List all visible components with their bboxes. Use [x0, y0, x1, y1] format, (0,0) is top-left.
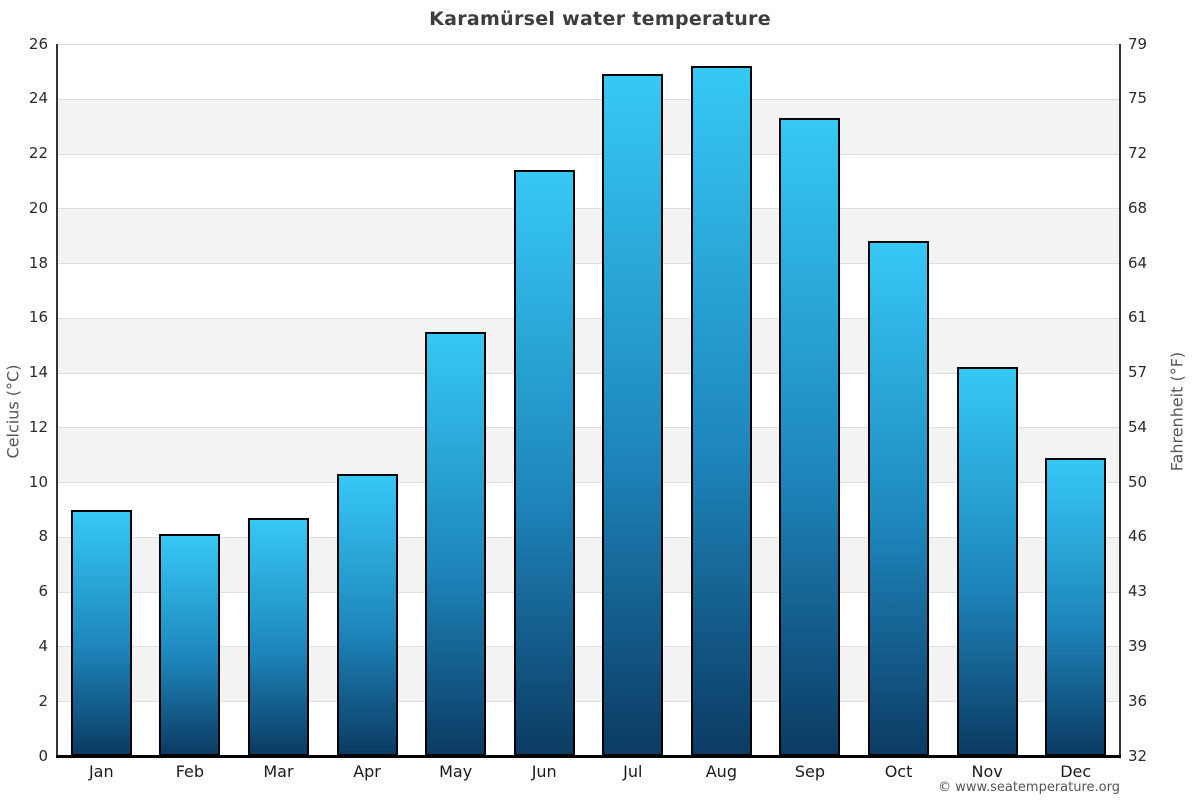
y-tick-left: 18 — [28, 253, 48, 272]
x-tick-mar: Mar — [263, 762, 294, 781]
y-tick-left: 0 — [38, 746, 48, 765]
y-tick-left: 16 — [28, 308, 48, 327]
gridline — [57, 646, 1120, 648]
y-tick-right: 39 — [1128, 636, 1148, 655]
y-tick-right: 61 — [1128, 308, 1148, 327]
x-tick-sep: Sep — [794, 762, 826, 781]
y-tick-right: 68 — [1128, 198, 1148, 217]
y-tick-right: 32 — [1128, 746, 1148, 765]
bar-jun — [513, 169, 575, 756]
x-tick-may: May — [439, 762, 473, 781]
gridline — [57, 317, 1120, 319]
y-axis-right-line — [1119, 44, 1121, 756]
y-tick-left: 2 — [38, 691, 48, 710]
y-tick-right: 75 — [1128, 89, 1148, 108]
plot-band — [57, 317, 1120, 373]
y-tick-left: 6 — [38, 582, 48, 601]
y-tick-right: 36 — [1128, 691, 1148, 710]
gridline — [57, 591, 1120, 593]
plot-band — [57, 591, 1120, 647]
y-tick-right: 64 — [1128, 253, 1148, 272]
y-tick-right: 50 — [1128, 472, 1148, 491]
gridline — [57, 44, 1120, 45]
y-tick-right: 46 — [1128, 527, 1148, 546]
x-axis-line — [56, 755, 1121, 758]
bar-feb — [159, 534, 221, 756]
x-tick-apr: Apr — [353, 762, 381, 781]
plot-band — [57, 44, 1120, 99]
y-tick-left: 8 — [38, 527, 48, 546]
y-tick-left: 24 — [28, 89, 48, 108]
plot-band — [57, 263, 1120, 318]
plot-band — [57, 536, 1120, 592]
y-tick-right: 54 — [1128, 417, 1148, 436]
plot-band — [57, 372, 1120, 428]
y-tick-left: 22 — [28, 144, 48, 163]
gridline — [57, 536, 1120, 538]
plot-band — [57, 427, 1120, 483]
y-tick-right: 43 — [1128, 582, 1148, 601]
y-tick-right: 57 — [1128, 363, 1148, 382]
y-tick-left: 10 — [28, 472, 48, 491]
bar-aug — [690, 65, 752, 756]
gridline — [57, 482, 1120, 484]
x-tick-dec: Dec — [1060, 762, 1092, 781]
plot-band — [57, 153, 1120, 209]
bar-sep — [779, 117, 841, 756]
bar-jan — [70, 509, 132, 756]
gridline — [57, 208, 1120, 210]
bar-oct — [868, 241, 930, 756]
gridline — [57, 372, 1120, 374]
y-tick-left: 4 — [38, 636, 48, 655]
y-tick-right: 72 — [1128, 144, 1148, 163]
y-tick-right: 79 — [1128, 34, 1148, 53]
gridline — [57, 98, 1120, 100]
bar-mar — [247, 517, 309, 756]
plot-band — [57, 701, 1120, 756]
x-tick-jul: Jul — [623, 762, 643, 781]
x-tick-oct: Oct — [884, 762, 913, 781]
y-tick-left: 12 — [28, 417, 48, 436]
x-tick-feb: Feb — [175, 762, 205, 781]
chart-title: Karamürsel water temperature — [429, 8, 771, 30]
y-tick-left: 14 — [28, 363, 48, 382]
copyright-text: © www.seatemperature.org — [938, 780, 1120, 795]
gridline — [57, 153, 1120, 155]
bar-nov — [956, 367, 1018, 756]
x-tick-nov: Nov — [971, 762, 1003, 781]
bar-dec — [1045, 457, 1107, 756]
x-tick-aug: Aug — [705, 762, 737, 781]
x-tick-jan: Jan — [88, 762, 114, 781]
y-tick-left: 20 — [28, 198, 48, 217]
plot-band — [57, 98, 1120, 154]
plot-band — [57, 208, 1120, 264]
gridline — [57, 427, 1120, 429]
gridline — [57, 701, 1120, 703]
bar-apr — [336, 473, 398, 756]
bar-may — [425, 331, 487, 756]
bar-jul — [602, 74, 664, 756]
y-tick-left: 26 — [28, 34, 48, 53]
y-axis-left-line — [56, 44, 58, 756]
x-tick-jun: Jun — [531, 762, 557, 781]
plot-band — [57, 646, 1120, 702]
gridline — [57, 263, 1120, 265]
plot-band — [57, 482, 1120, 537]
